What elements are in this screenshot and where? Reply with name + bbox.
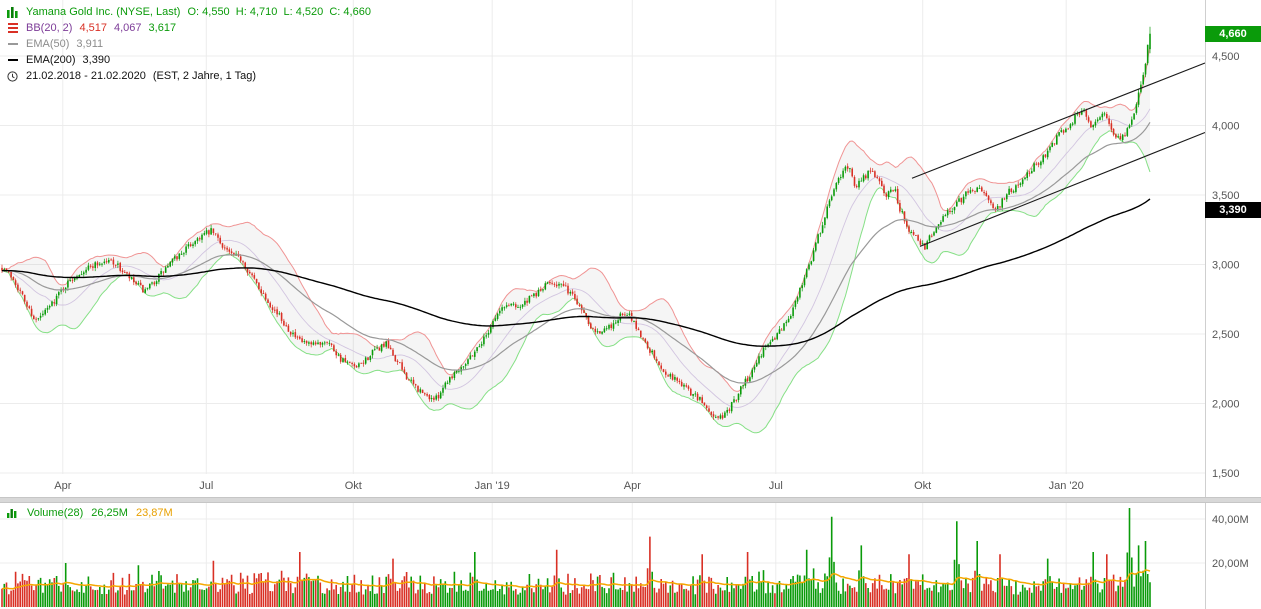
bollinger-indicator-icon [6, 23, 19, 33]
bb-upper-value: 4,517 [79, 22, 107, 34]
svg-text:Okt: Okt [345, 480, 362, 492]
ohlc-values: O: 4,550 H: 4,710 L: 4,520 C: 4,660 [187, 6, 371, 18]
candlestick-chart-icon [6, 6, 19, 18]
volume-chart-canvas[interactable]: 40,00M 20,00M [0, 503, 1261, 609]
price-axis-badge: 4,660 [1205, 25, 1261, 42]
svg-text:Jan '19: Jan '19 [475, 480, 510, 492]
ema50-indicator-icon [6, 39, 19, 49]
svg-text:Okt: Okt [914, 480, 931, 492]
chart-legend: Yamana Gold Inc. (NYSE, Last) O: 4,550 H… [6, 4, 371, 84]
date-range: 21.02.2018 - 21.02.2020 [26, 70, 146, 82]
svg-text:Apr: Apr [54, 480, 71, 492]
ema50-value: 3,911 [76, 38, 104, 50]
svg-text:Jul: Jul [769, 480, 783, 492]
volume-legend: Volume(28) 26,25M 23,87M [6, 507, 173, 519]
svg-text:3,000: 3,000 [1212, 260, 1240, 272]
ema200-legend-row: EMA(200) 3,390 [6, 52, 371, 68]
svg-text:Jul: Jul [199, 480, 213, 492]
bb-middle-value: 4,067 [114, 22, 142, 34]
date-range-detail: (EST, 2 Jahre, 1 Tag) [152, 70, 257, 82]
volume-current-value: 26,25M [91, 507, 128, 519]
svg-text:3,500: 3,500 [1212, 190, 1240, 202]
volume-icon [6, 508, 19, 518]
svg-text:Jan '20: Jan '20 [1049, 480, 1084, 492]
svg-text:2,000: 2,000 [1212, 399, 1240, 411]
pane-separator[interactable] [0, 497, 1261, 503]
ema200-value: 3,390 [82, 54, 111, 66]
date-range-row: 21.02.2018 - 21.02.2020 (EST, 2 Jahre, 1… [6, 68, 371, 84]
instrument-title: Yamana Gold Inc. (NYSE, Last) [26, 6, 181, 18]
price-axis-badge: 3,390 [1205, 202, 1261, 219]
price-chart-canvas[interactable]: 4,500 4,000 3,500 3,000 2,500 2,000 1,500 Apr Ju… [0, 0, 1261, 497]
volume-ma-value: 23,87M [135, 507, 173, 519]
bb-label: BB(20, 2) [26, 22, 73, 34]
svg-text:1,500: 1,500 [1212, 468, 1240, 480]
svg-text:4,500: 4,500 [1212, 51, 1240, 63]
svg-text:2,500: 2,500 [1212, 329, 1240, 341]
svg-text:4,000: 4,000 [1212, 121, 1240, 133]
ema50-legend-row: EMA(50) 3,911 [6, 36, 371, 52]
ema50-label: EMA(50) [26, 38, 70, 50]
bb-lower-value: 3,617 [148, 22, 177, 34]
bb-legend-row: BB(20, 2) 4,517 4,067 3,617 [6, 20, 371, 36]
ema200-indicator-icon [6, 55, 19, 65]
svg-text:20,00M: 20,00M [1212, 558, 1249, 570]
ema200-label: EMA(200) [26, 54, 76, 66]
instrument-legend-row: Yamana Gold Inc. (NYSE, Last) O: 4,550 H… [6, 4, 371, 20]
volume-label: Volume(28) [27, 507, 84, 519]
clock-icon [6, 70, 19, 82]
svg-text:Apr: Apr [624, 480, 641, 492]
svg-text:40,00M: 40,00M [1212, 514, 1249, 526]
